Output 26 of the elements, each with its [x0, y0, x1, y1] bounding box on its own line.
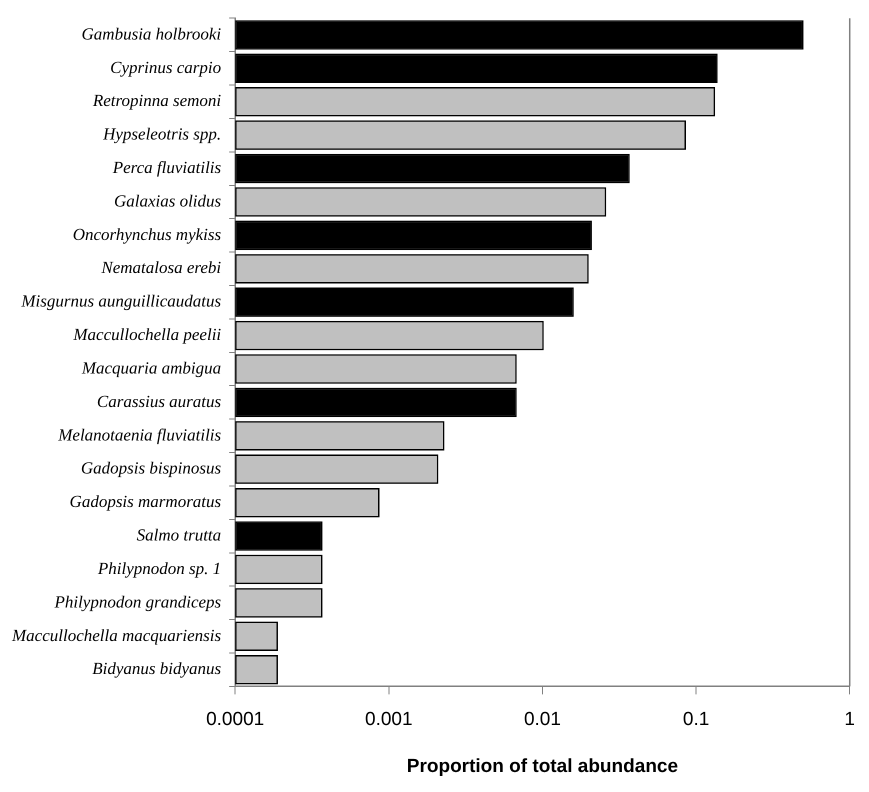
x-tick-label: 0.0001 — [206, 709, 264, 730]
y-tick-label: Nematalosa erebi — [100, 258, 222, 278]
x-tick-label: 0.001 — [365, 709, 413, 730]
y-tick-label: Philypnodon grandiceps — [53, 592, 222, 612]
y-tick-label: Retropinna semoni — [92, 91, 222, 110]
x-tick-label: 1 — [844, 709, 856, 730]
y-tick-label: Perca fluviatilis — [112, 158, 222, 178]
x-tick-label: 0.01 — [524, 709, 561, 730]
y-tick-label: Bidyanus bidyanus — [92, 659, 222, 678]
x-tick-label: 0.1 — [682, 709, 710, 730]
y-tick-label: Gadopsis bispinosus — [80, 458, 222, 478]
y-tick-label: Macquaria ambigua — [80, 358, 222, 378]
y-tick-label: Hypseleotris spp. — [102, 124, 222, 144]
y-tick-label: Maccullochella macquariensis — [10, 626, 222, 645]
y-tick-label: Misgurnus aunguillicaudatus — [20, 292, 222, 311]
y-tick-label: Philypnodon sp. 1 — [96, 558, 222, 578]
y-tick-label: Cyprinus carpio — [110, 58, 222, 77]
y-tick-label: Gadopsis marmoratus — [70, 492, 222, 512]
y-tick-label: Gambusia holbrooki — [82, 24, 222, 44]
x-axis-title: Proportion of total abundance — [406, 756, 678, 777]
y-tick-label: Maccullochella peelii — [72, 325, 222, 344]
y-tick-label: Salmo trutta — [136, 526, 222, 545]
y-tick-label: Carassius auratus — [96, 392, 222, 411]
y-tick-label: Melanotaenia fluviatilis — [57, 425, 222, 444]
y-tick-label: Oncorhynchus mykiss — [72, 224, 222, 244]
y-tick-label: Galaxias olidus — [114, 191, 222, 210]
